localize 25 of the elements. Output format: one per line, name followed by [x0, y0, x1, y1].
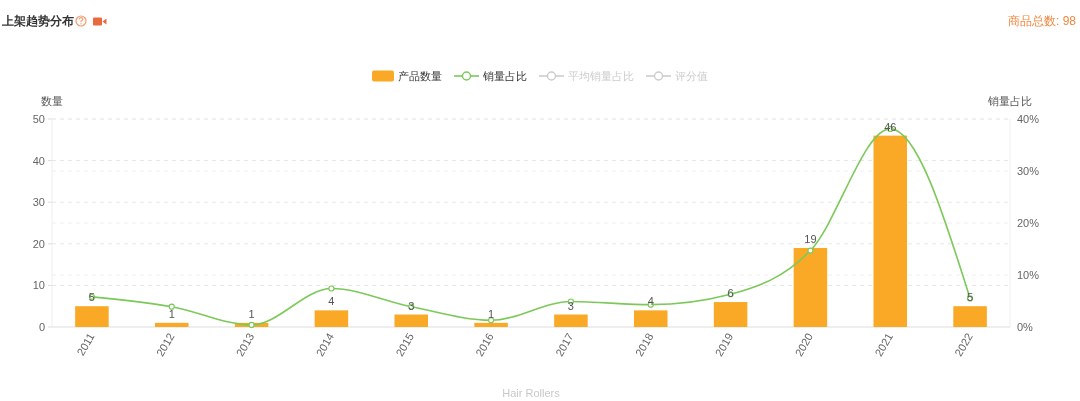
text: 商品总数: 98 — [1007, 14, 1077, 28]
chart-title: 上架趋势分布 — [1, 14, 74, 28]
data-label: 5 — [88, 291, 95, 304]
y2-tick-label: 40% — [1017, 113, 1040, 125]
data-label: 1 — [488, 307, 495, 320]
y-axis-title: 数量 — [41, 95, 63, 107]
y2-tick-label: 0% — [1017, 321, 1034, 333]
data-label: 19 — [804, 232, 817, 245]
y-tick-label: 10 — [32, 279, 45, 292]
y-tick-label: 0 — [38, 321, 45, 333]
data-label: 3 — [408, 299, 415, 312]
data-label: 1 — [168, 307, 175, 320]
y-tick-label: 30 — [32, 196, 45, 209]
y2-tick-label: 10% — [1017, 269, 1040, 281]
data-label: 6 — [727, 287, 734, 300]
y-tick-label: 20 — [32, 237, 45, 250]
y2-tick-label: 20% — [1017, 217, 1040, 229]
y-tick-label: 40 — [32, 154, 45, 167]
data-label: 4 — [328, 295, 335, 308]
data-label: 1 — [248, 307, 255, 320]
y2-axis-title: 销量占比 — [987, 95, 1032, 107]
legend-label: 销量占比 — [482, 70, 527, 82]
legend-label: 产品数量 — [398, 70, 442, 82]
y2-tick-label: 30% — [1017, 165, 1040, 177]
y-tick-label: 50 — [32, 113, 45, 125]
